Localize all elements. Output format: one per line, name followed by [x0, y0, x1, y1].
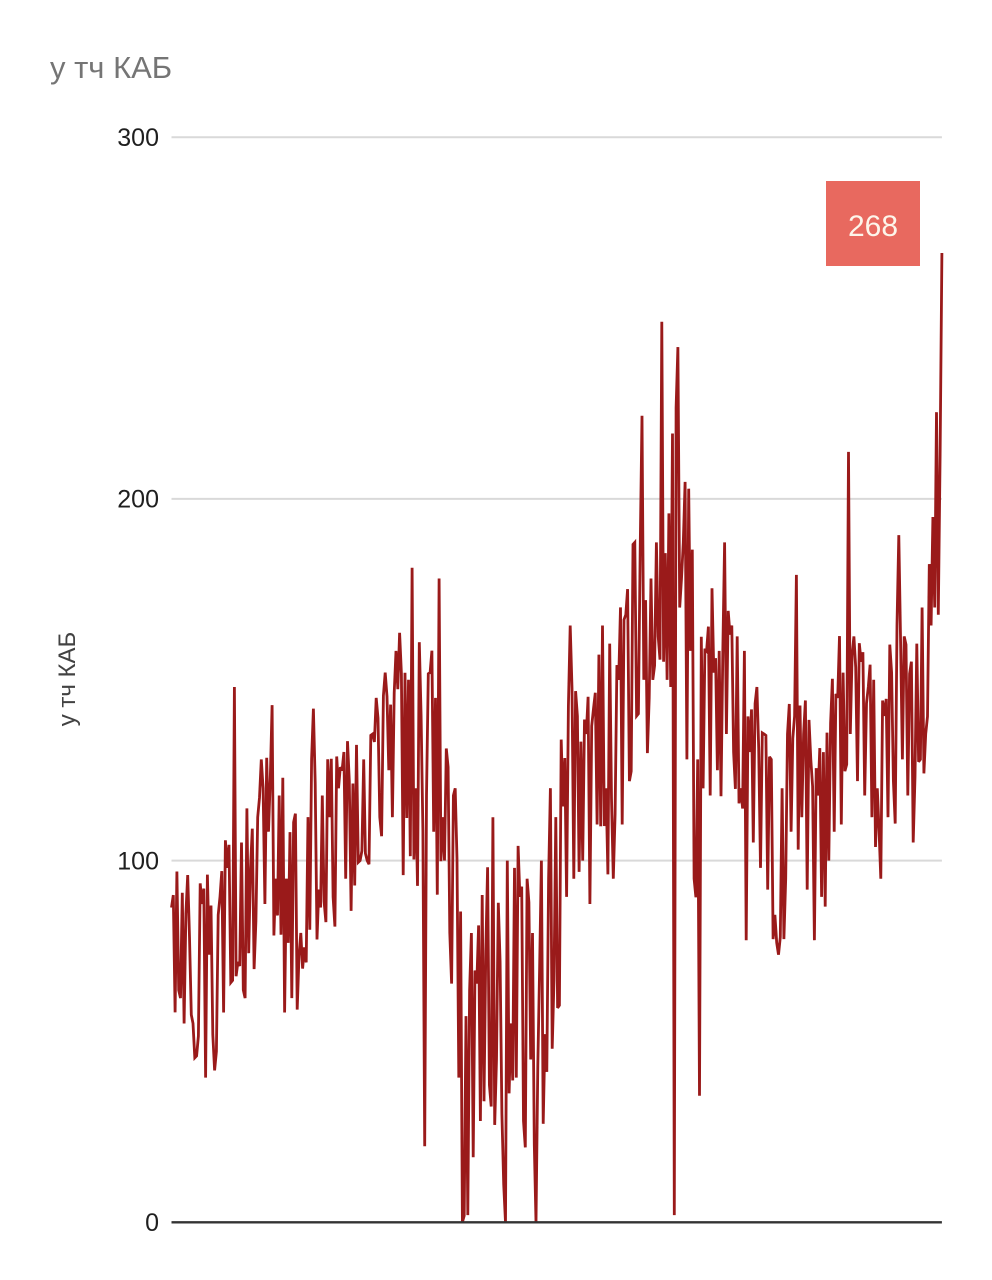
svg-text:0: 0 [145, 1209, 159, 1237]
svg-text:у тч КАБ: у тч КАБ [50, 50, 172, 85]
svg-text:300: 300 [117, 124, 159, 152]
svg-text:100: 100 [117, 847, 159, 875]
svg-text:у тч КАБ: у тч КАБ [54, 632, 81, 727]
svg-text:268: 268 [848, 210, 898, 243]
svg-text:200: 200 [117, 486, 159, 514]
